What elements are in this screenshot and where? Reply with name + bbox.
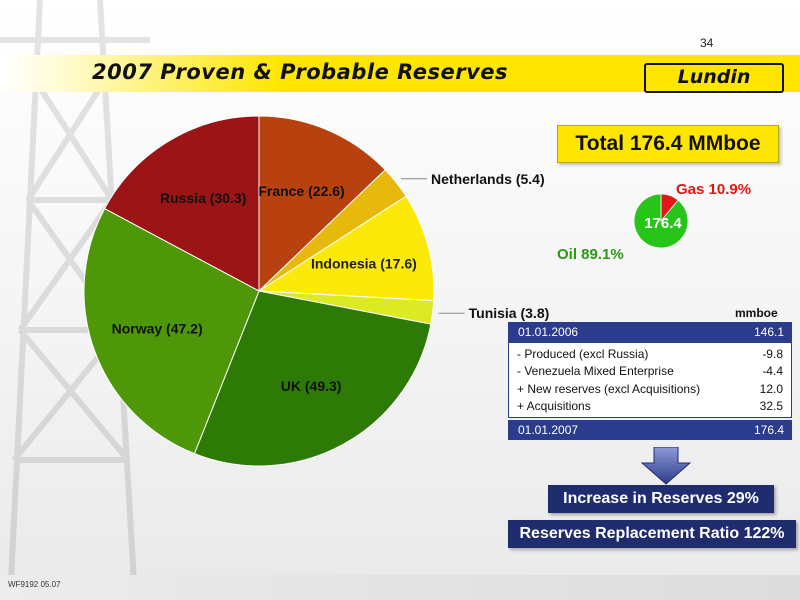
footer-bar bbox=[0, 575, 800, 600]
gas-oil-pie-chart: 176.4 bbox=[633, 193, 689, 249]
reserves-table: 01.01.2006 146.1 - Produced (excl Russia… bbox=[508, 322, 792, 440]
oil-share-label: Oil 89.1% bbox=[557, 246, 624, 263]
pie-label-russia: Russia (30.3) bbox=[160, 190, 246, 206]
pie-label-uk: UK (49.3) bbox=[281, 378, 342, 394]
pie-slice-indonesia bbox=[257, 195, 435, 302]
row-label: + New reserves (excl Acquisitions) bbox=[517, 381, 701, 396]
table-body: - Produced (excl Russia) -9.8 - Venezuel… bbox=[508, 342, 792, 418]
increase-in-reserves-banner: Increase in Reserves 29% bbox=[548, 485, 774, 513]
end-date-label: 01.01.2007 bbox=[518, 423, 579, 437]
pie-slice-france bbox=[258, 115, 386, 293]
footer-code: WF9192 05.07 bbox=[8, 580, 61, 589]
table-start-row: 01.01.2006 146.1 bbox=[508, 322, 792, 342]
row-value: -4.4 bbox=[762, 364, 783, 379]
pie-slice-uk bbox=[193, 290, 432, 467]
row-value: -9.8 bbox=[762, 346, 783, 361]
down-arrow-icon bbox=[641, 447, 691, 485]
pie-label-norway: Norway (47.2) bbox=[112, 320, 203, 336]
row-label: - Produced (excl Russia) bbox=[517, 346, 649, 361]
table-row: - Venezuela Mixed Enterprise -4.4 bbox=[509, 363, 791, 381]
table-row: - Produced (excl Russia) -9.8 bbox=[509, 345, 791, 363]
increase-in-reserves-text: Increase in Reserves 29% bbox=[563, 490, 759, 507]
page-title: 2007 Proven & Probable Reserves bbox=[92, 60, 509, 84]
page-number: 34 bbox=[700, 36, 714, 50]
replacement-ratio-text: Reserves Replacement Ratio 122% bbox=[519, 525, 785, 542]
end-value: 176.4 bbox=[753, 423, 784, 437]
pie-label-tunisia: Tunisia (3.8) bbox=[469, 305, 550, 321]
table-unit-label: mmboe bbox=[735, 306, 778, 320]
start-value: 146.1 bbox=[753, 325, 784, 339]
row-value: 32.5 bbox=[759, 399, 783, 414]
total-reserves-box: Total 176.4 MMboe bbox=[557, 125, 779, 163]
pie-label-france: France (22.6) bbox=[258, 183, 344, 199]
start-date-label: 01.01.2006 bbox=[518, 325, 579, 339]
row-value: 12.0 bbox=[759, 381, 783, 396]
pie-label-indonesia: Indonesia (17.6) bbox=[311, 255, 417, 271]
small-pie-slice-oil-89-1 bbox=[633, 193, 689, 249]
total-reserves-label: Total 176.4 MMboe bbox=[575, 132, 761, 155]
logo-text: Lundin bbox=[677, 66, 751, 88]
pie-slice-norway bbox=[83, 207, 260, 455]
gas-share-label: Gas 10.9% bbox=[676, 181, 752, 198]
row-label: - Venezuela Mixed Enterprise bbox=[517, 364, 674, 379]
pie-label-netherlands: Netherlands (5.4) bbox=[431, 171, 545, 187]
pie-slice-russia bbox=[103, 115, 260, 292]
row-label: + Acquisitions bbox=[517, 399, 591, 414]
lundin-logo: Lundin bbox=[644, 63, 784, 93]
table-row: + Acquisitions 32.5 bbox=[509, 398, 791, 416]
table-end-row: 01.01.2007 176.4 bbox=[508, 420, 792, 440]
table-row: + New reserves (excl Acquisitions) 12.0 bbox=[509, 380, 791, 398]
small-pie-center-label: 176.4 bbox=[644, 215, 682, 232]
replacement-ratio-banner: Reserves Replacement Ratio 122% bbox=[508, 520, 796, 548]
